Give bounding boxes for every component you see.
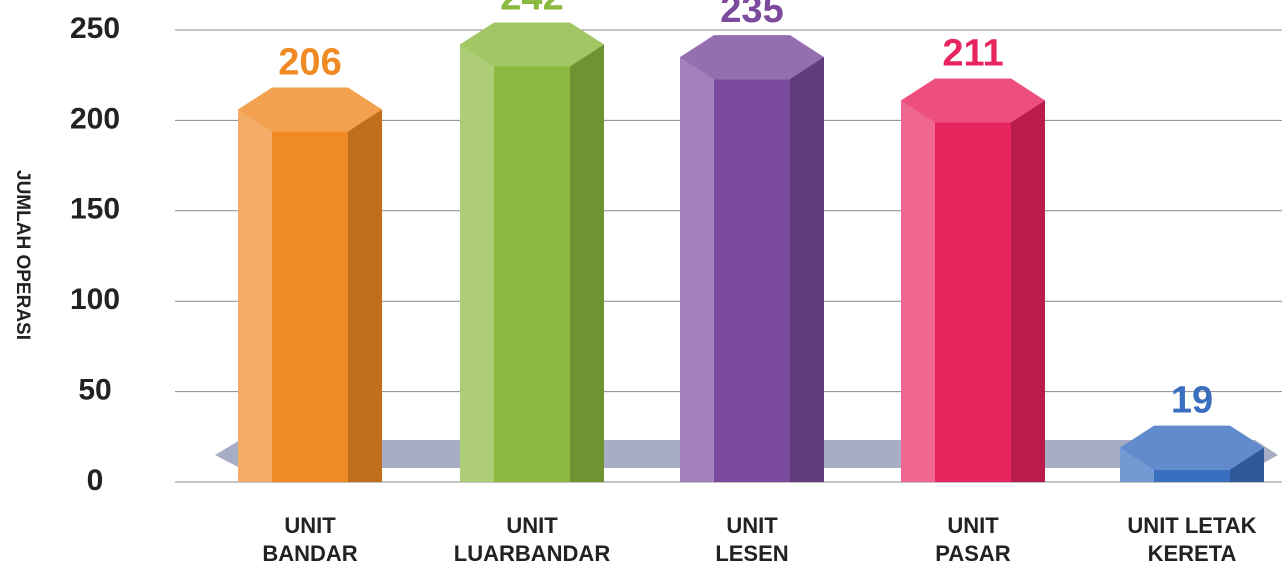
- value-label: 19: [1171, 380, 1213, 422]
- bar: [714, 79, 790, 483]
- value-label: 242: [500, 0, 563, 18]
- bar-top: [680, 35, 824, 80]
- bar-top-shine: [901, 78, 1045, 123]
- bar-right-face: [348, 109, 382, 482]
- bar-right-shade: [570, 44, 604, 483]
- bar-left-face: [460, 44, 494, 483]
- bar-group: 242: [460, 0, 604, 483]
- bar-right-face: [1011, 100, 1045, 483]
- bar-group: 235: [680, 0, 824, 483]
- bar-top: [1120, 425, 1264, 470]
- bar-top-shine: [1120, 425, 1264, 470]
- y-tick-label: 200: [70, 102, 120, 135]
- value-label: 211: [942, 33, 1003, 75]
- bar: [494, 66, 570, 483]
- bar: [1154, 469, 1230, 482]
- bar-left-face: [901, 100, 935, 483]
- bar-top-shine: [238, 87, 382, 132]
- y-tick-label: 50: [78, 374, 111, 407]
- bar-group: 211: [901, 33, 1045, 483]
- bar-right-face: [790, 57, 824, 483]
- bar-left-face: [238, 109, 272, 482]
- bar: [272, 131, 348, 482]
- y-tick-label: 250: [70, 12, 120, 45]
- bar-top: [460, 22, 604, 67]
- x-tick-label: UNIT LESEN: [715, 513, 789, 566]
- bar-right-face: [570, 44, 604, 483]
- bar-right-shade: [1011, 100, 1045, 483]
- y-tick-label: 0: [87, 464, 104, 497]
- x-tick-label: UNIT LETAK KERETA: [1127, 513, 1257, 566]
- value-label: 206: [278, 42, 341, 84]
- bar-left-shade: [460, 44, 494, 483]
- bar-left-shade: [901, 100, 935, 483]
- bar-left-face: [680, 57, 714, 483]
- bar-group: 206: [238, 42, 382, 482]
- value-label: 235: [720, 0, 783, 31]
- y-tick-label: 150: [70, 193, 120, 226]
- x-tick-label: UNIT LUARBANDAR: [453, 513, 611, 566]
- bar-left-shade: [680, 57, 714, 483]
- bar-right-shade: [348, 109, 382, 482]
- bar-group: 19: [1120, 380, 1264, 482]
- bar-top: [901, 78, 1045, 123]
- x-tick-label: UNIT PASAR: [935, 513, 1011, 566]
- x-tick-label: UNIT BANDAR: [262, 513, 358, 566]
- bar: [935, 122, 1011, 483]
- y-axis-label: JUMLAH OPERASI: [12, 170, 33, 340]
- bar-top: [238, 87, 382, 132]
- y-tick-label: 100: [70, 283, 120, 316]
- bar-right-shade: [790, 57, 824, 483]
- bar-top-shine: [460, 22, 604, 67]
- bar-left-shade: [238, 109, 272, 482]
- bar-top-shine: [680, 35, 824, 80]
